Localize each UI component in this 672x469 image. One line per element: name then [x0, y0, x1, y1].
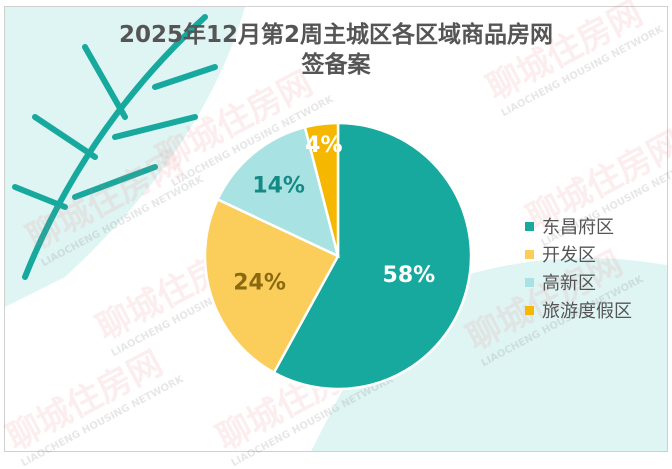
title-line-2: 签备案 — [301, 52, 371, 78]
legend-swatch — [525, 277, 534, 287]
legend-item: 开发区 — [525, 240, 632, 268]
legend-item: 高新区 — [525, 268, 632, 296]
legend-swatch — [525, 221, 534, 231]
pie-slice-2 — [215, 125, 340, 259]
pie-slice-0 — [272, 121, 473, 391]
legend-swatch — [525, 305, 534, 315]
title-line-1: 2025年12月第2周主城区各区域商品房网 — [118, 22, 554, 48]
legend-label: 高新区 — [542, 273, 596, 294]
data-label-1: 24% — [233, 270, 286, 295]
legend-item: 旅游度假区 — [525, 296, 632, 324]
legend-label: 东昌府区 — [542, 217, 614, 238]
legend-item: 东昌府区 — [525, 212, 632, 240]
data-label-3: 4% — [305, 133, 342, 158]
pie-slice-3 — [303, 121, 340, 257]
data-label-2: 14% — [252, 173, 305, 198]
pie-chart: 58% 24% 14%4% — [203, 121, 473, 391]
chart-title: 2025年12月第2周主城区各区域商品房网 签备案 — [0, 20, 672, 80]
legend-label: 旅游度假区 — [542, 301, 632, 322]
data-label-0: 58% — [383, 263, 436, 288]
legend-label: 开发区 — [542, 245, 596, 266]
legend: 东昌府区开发区高新区旅游度假区 — [525, 212, 632, 324]
pie-slice-1 — [203, 197, 340, 375]
legend-swatch — [525, 249, 534, 259]
